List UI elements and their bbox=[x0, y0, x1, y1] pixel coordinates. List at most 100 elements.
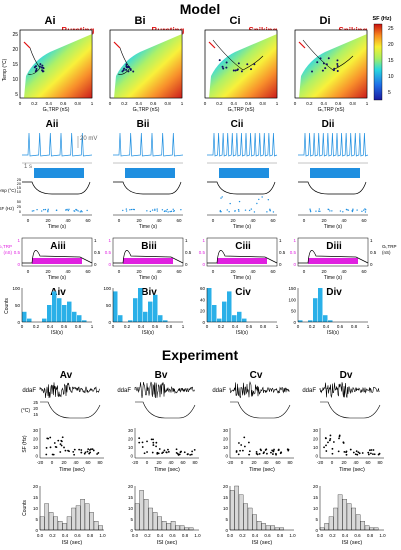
time-tick: 0 bbox=[303, 269, 306, 274]
time-tick: 60 bbox=[270, 218, 276, 223]
histogram-bar bbox=[342, 499, 347, 531]
y-tick: 15 bbox=[12, 62, 18, 68]
histogram-bar bbox=[323, 315, 328, 322]
left-tick: 1 bbox=[293, 238, 296, 243]
heatmap-panel: AiBurstingTemp (°C)25201510500.20.40.60.… bbox=[2, 15, 95, 113]
sf-point bbox=[125, 208, 128, 210]
panel-label: Cv bbox=[250, 370, 263, 381]
hist-x-tick: 0.4 bbox=[252, 533, 259, 538]
histogram-bar bbox=[93, 521, 99, 531]
panel-label: Aiv bbox=[50, 287, 66, 298]
sf-point bbox=[158, 448, 161, 450]
sf-point bbox=[248, 453, 251, 456]
sf-point bbox=[272, 450, 275, 452]
trajectory-point bbox=[41, 69, 44, 72]
histogram-bar bbox=[148, 507, 153, 531]
left-tick: 0.5 bbox=[105, 250, 112, 255]
sf-point bbox=[272, 453, 274, 455]
conductance-fill bbox=[217, 258, 267, 264]
time-tick: 80 bbox=[377, 460, 383, 465]
extracellular-trace bbox=[39, 382, 100, 398]
hist-x-tick: 0.6 bbox=[169, 533, 176, 538]
time-tick: 60 bbox=[275, 460, 281, 465]
time-tick: 0 bbox=[27, 218, 30, 223]
time-tick: 20 bbox=[136, 269, 142, 274]
sf-point bbox=[88, 452, 91, 455]
sf-point bbox=[156, 208, 158, 210]
sf-point bbox=[132, 208, 134, 211]
x-tick: 0.2 bbox=[31, 101, 38, 106]
hist-x-tick: 0.0 bbox=[37, 533, 44, 538]
histogram-bar bbox=[373, 527, 379, 531]
sf-point bbox=[318, 208, 321, 210]
sf-point bbox=[59, 443, 62, 446]
histogram-bar bbox=[62, 523, 67, 531]
x-tick: 0.4 bbox=[231, 101, 238, 106]
histogram-bar bbox=[153, 294, 158, 322]
sf-point bbox=[141, 446, 144, 448]
voltage-trace bbox=[298, 132, 369, 157]
time-tick: 60 bbox=[365, 460, 371, 465]
sf-point bbox=[45, 447, 48, 449]
trajectory-point bbox=[325, 63, 328, 66]
sf-point bbox=[73, 210, 76, 212]
y-tick: 50 bbox=[106, 303, 112, 308]
histogram-bar bbox=[222, 301, 227, 322]
trajectory-point bbox=[336, 65, 339, 68]
sf-point bbox=[80, 449, 83, 451]
sf-point bbox=[75, 208, 77, 211]
sf-point bbox=[323, 446, 325, 449]
panel-label: Di bbox=[320, 15, 331, 27]
right-tick: 1 bbox=[94, 238, 97, 243]
right-tick: 0 bbox=[185, 262, 188, 267]
sf-point bbox=[84, 451, 87, 454]
sf-point bbox=[47, 208, 49, 211]
x-tick: 0.8 bbox=[166, 324, 173, 329]
trajectory-point bbox=[42, 67, 45, 70]
red-arrow bbox=[23, 41, 31, 49]
trajectory-point bbox=[324, 67, 327, 70]
time-axis-label: Time (s) bbox=[324, 224, 342, 230]
trajectory-point bbox=[125, 63, 128, 66]
sf-point bbox=[141, 441, 144, 444]
time-tick: 40 bbox=[341, 218, 347, 223]
trace-label: ddaF bbox=[212, 388, 226, 394]
sf-tick: 30 bbox=[313, 428, 319, 433]
right-tick: 0.5 bbox=[370, 250, 377, 255]
plot-frame bbox=[21, 237, 93, 267]
panel-label: Biii bbox=[141, 241, 157, 252]
trajectory-point bbox=[35, 67, 38, 70]
time-axis-label: Time (s) bbox=[48, 275, 66, 281]
time-tick: 60 bbox=[85, 269, 91, 274]
sf-point bbox=[146, 451, 148, 453]
time-axis-label: Time (s) bbox=[233, 224, 251, 230]
panel-label: Bi bbox=[135, 15, 146, 27]
hist-x-tick: 0.6 bbox=[74, 533, 81, 538]
sf-point bbox=[167, 211, 169, 213]
sf-point bbox=[189, 453, 192, 456]
hist-y-tick: 5 bbox=[35, 517, 38, 522]
sf-point bbox=[253, 211, 256, 213]
sf-point bbox=[178, 453, 181, 456]
sf-point bbox=[55, 446, 58, 448]
time-tick: 60 bbox=[180, 460, 186, 465]
red-arrow bbox=[208, 41, 216, 49]
time-tick: 0 bbox=[212, 269, 215, 274]
histogram-bar bbox=[157, 516, 162, 531]
hist-x-axis-label: ISI (sec) bbox=[342, 540, 363, 546]
sf-point bbox=[241, 449, 244, 452]
sf-point bbox=[356, 209, 358, 211]
hist-y-tick: 20 bbox=[313, 484, 319, 489]
extracellular-trace bbox=[229, 380, 290, 399]
extracellular-trace bbox=[134, 381, 195, 398]
time-tick: 0 bbox=[331, 460, 334, 465]
sf-point bbox=[247, 441, 250, 444]
x-tick: 1 bbox=[276, 101, 279, 106]
time-tick: 0 bbox=[27, 269, 30, 274]
histogram-bar bbox=[308, 320, 313, 322]
sf-point bbox=[370, 449, 373, 451]
x-tick: 0.2 bbox=[33, 324, 40, 329]
sf-point bbox=[150, 438, 153, 441]
